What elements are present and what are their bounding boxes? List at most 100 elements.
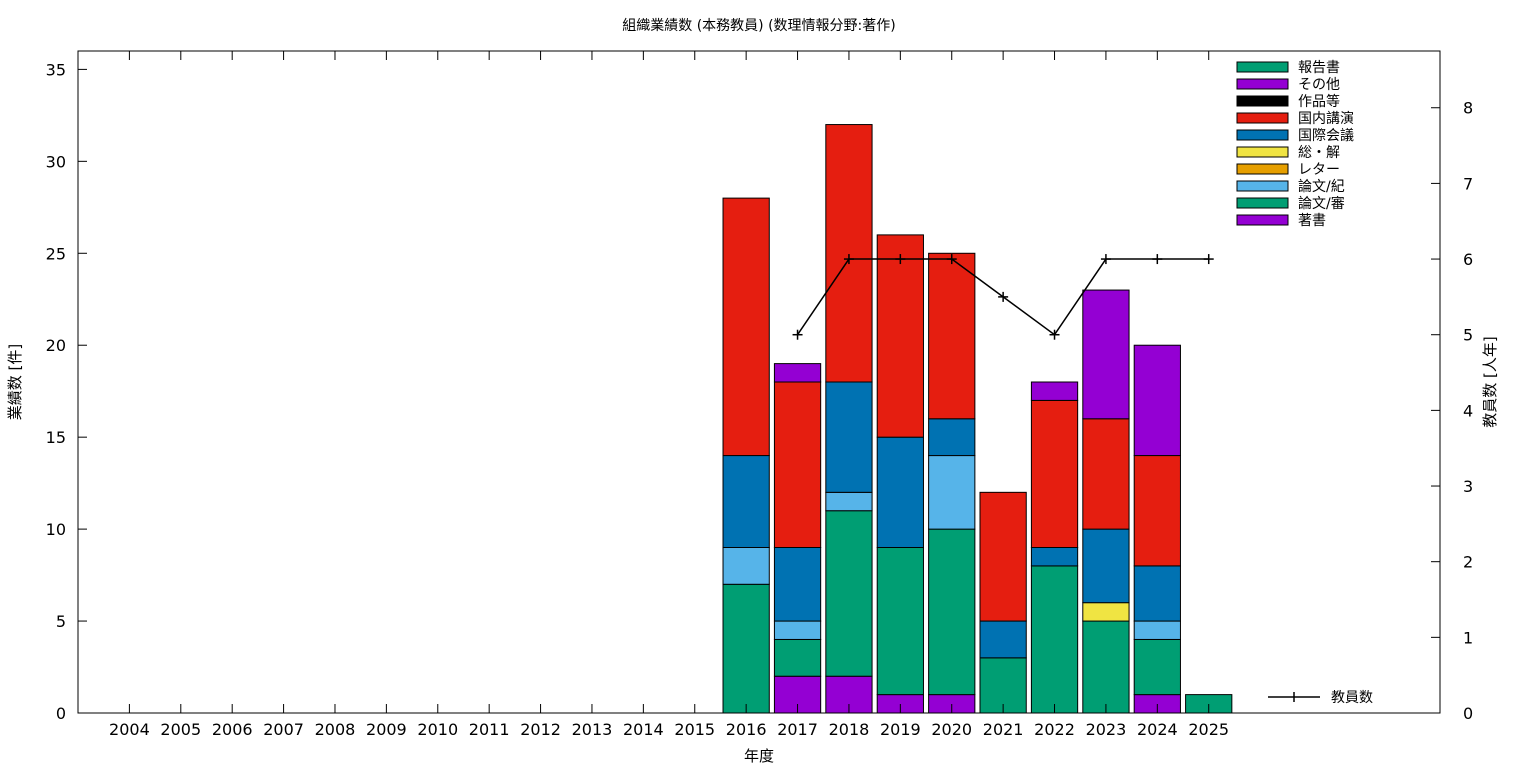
y-axis-ticks: 0 5 10 15 20 25 30 35 [46, 60, 87, 723]
bar-2017-series-2 [773, 620, 822, 640]
x-tick-label: 2017 [777, 720, 818, 739]
bar-2020-series-6 [928, 252, 976, 420]
bar-2020-series-1 [928, 528, 976, 696]
legend-swatch-1 [1236, 78, 1289, 90]
bar-2019-series-1 [876, 547, 924, 696]
x-tick-label: 2022 [1034, 720, 1075, 739]
legend-swatch-3 [1236, 112, 1289, 124]
plot-frame [77, 50, 1441, 714]
legend-swatch-8 [1236, 197, 1289, 209]
legend-label: 論文/審 [1298, 196, 1345, 212]
bar-2018-series-5 [825, 381, 873, 493]
x-tick-label: 2004 [109, 720, 150, 739]
y2-tick-label: 2 [1463, 553, 1473, 572]
y-tick-label: 5 [56, 612, 66, 631]
legend-label: 教員数 [1331, 690, 1373, 706]
x-tick-label: 2006 [212, 720, 253, 739]
bars-group [722, 124, 1233, 714]
y2-tick-label: 4 [1463, 401, 1473, 420]
x-axis-ticks: 2004 2005 2006 2007 2008 2009 2010 2011 2012 2013… [109, 51, 1229, 739]
bar-2018-series-6 [825, 124, 873, 383]
legend-swatch-6 [1236, 163, 1289, 175]
y-axis-label: 業績数 [件] [6, 344, 24, 420]
y2-tick-label: 5 [1463, 326, 1473, 345]
bar-2023-series-6 [1082, 418, 1130, 530]
bar-2023-series-1 [1082, 620, 1130, 714]
x-tick-label: 2021 [983, 720, 1024, 739]
bar-2022-series-1 [1030, 565, 1079, 714]
x-tick-label: 2011 [469, 720, 510, 739]
legend-label: その他 [1298, 77, 1340, 93]
bar-2022-series-5 [1030, 547, 1079, 567]
y2-axis-ticks: 0 1 2 3 4 5 6 7 8 [1431, 99, 1473, 723]
x-axis-label: 年度 [744, 747, 774, 765]
legend-label: 作品等 [1298, 93, 1340, 110]
bar-2021-series-5 [979, 620, 1027, 659]
teacher-count-point-2021 [998, 291, 1009, 302]
y-tick-label: 10 [46, 520, 66, 539]
teacher-count-point-2018 [843, 254, 854, 265]
y2-tick-label: 1 [1463, 628, 1473, 647]
bar-2016-series-6 [722, 197, 770, 457]
x-tick-label: 2025 [1188, 720, 1229, 739]
x-tick-label: 2019 [880, 720, 921, 739]
teacher-count-point-2025 [1203, 254, 1214, 265]
teacher-count-point-2017 [792, 329, 803, 340]
x-tick-label: 2005 [160, 720, 201, 739]
chart-title: 組織業績数 (本務教員) (数理情報分野:著作) [622, 18, 895, 34]
legend-swatch-4 [1236, 129, 1289, 141]
x-tick-label: 2013 [572, 720, 613, 739]
bar-2022-series-6 [1030, 399, 1079, 549]
legend-label: 著書 [1298, 213, 1326, 229]
legend-label: 総・解 [1298, 145, 1340, 161]
y-tick-label: 25 [46, 244, 66, 263]
bar-2020-series-5 [928, 418, 976, 457]
bar-2024-series-2 [1133, 620, 1181, 640]
bar-2017-series-1 [773, 638, 822, 677]
y2-tick-label: 8 [1463, 99, 1473, 118]
legend-swatch-5 [1236, 146, 1289, 158]
legend-label: 報告書 [1298, 60, 1340, 76]
y-tick-label: 0 [56, 704, 66, 723]
legend-label: レター [1298, 162, 1340, 178]
bar-2024-series-6 [1133, 455, 1181, 567]
x-tick-label: 2007 [263, 720, 304, 739]
legend-label: 国際会議 [1298, 127, 1354, 144]
bar-2022-series-8 [1030, 381, 1079, 401]
bar-2023-series-4 [1082, 602, 1130, 622]
x-tick-label: 2018 [829, 720, 870, 739]
y-tick-label: 15 [46, 428, 66, 447]
y-tick-label: 35 [46, 60, 66, 79]
teacher-count-point-2019 [895, 254, 906, 265]
bar-2019-series-5 [876, 436, 924, 549]
x-tick-label: 2023 [1086, 720, 1127, 739]
bar-2016-series-1 [722, 583, 770, 714]
y2-tick-label: 6 [1463, 250, 1473, 269]
bar-2024-series-5 [1133, 565, 1181, 622]
legend-label: 論文/紀 [1298, 179, 1345, 195]
x-tick-label: 2012 [520, 720, 561, 739]
bar-2020-series-2 [928, 455, 976, 530]
teacher-count-point-2022 [1049, 329, 1060, 340]
bar-2024-series-8 [1133, 344, 1181, 457]
bar-2023-series-8 [1082, 289, 1130, 420]
y-tick-label: 30 [46, 152, 66, 171]
y2-tick-label: 3 [1463, 477, 1473, 496]
x-tick-label: 2009 [366, 720, 407, 739]
x-tick-label: 2020 [931, 720, 972, 739]
legend-label: 国内講演 [1298, 111, 1354, 127]
y2-tick-label: 7 [1463, 174, 1473, 193]
bar-2017-series-5 [773, 547, 822, 622]
bar-2021-series-6 [979, 491, 1027, 622]
bar-2016-series-2 [722, 547, 770, 585]
legend-swatch-0 [1236, 61, 1289, 73]
bar-2017-series-8 [773, 363, 822, 383]
x-tick-label: 2024 [1137, 720, 1178, 739]
bar-2019-series-6 [876, 234, 924, 438]
bar-2018-series-1 [825, 510, 873, 677]
bar-2023-series-5 [1082, 528, 1130, 604]
bar-2017-series-6 [773, 381, 822, 548]
y2-axis-label: 教員数 [人年] [1481, 336, 1499, 427]
